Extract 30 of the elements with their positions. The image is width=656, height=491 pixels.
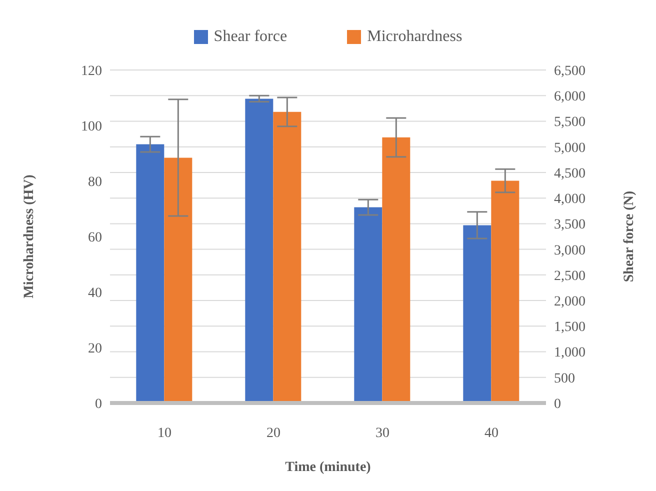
y2-tick-label: 1,000 [554,346,586,361]
y2-tick-label: 5,000 [554,140,586,156]
y2-tick-label: 2,500 [554,268,586,284]
y2-tick-label: 6,500 [554,64,586,79]
y-tick-label: 0 [95,396,102,412]
x-tick-label: 10 [158,426,172,441]
y-tick-label: 120 [81,64,102,79]
legend-label: Shear force [212,28,288,46]
y-tick-label: 60 [88,230,102,246]
y-tick-label: 40 [88,286,102,301]
y-axis-title: Microhardness (HV) [22,174,37,298]
y2-tick-label: 5,500 [554,115,586,130]
y2-tick-label: 3,500 [554,218,586,233]
y2-tick-label: 1,500 [554,320,586,336]
y2-tick-label: 6,000 [554,90,586,105]
y2-tick-label: 0 [554,396,561,412]
y-tick-label: 20 [88,341,102,356]
x-tick-label: 40 [484,426,498,441]
y2-tick-label: 500 [554,371,575,386]
legend-label: Microhardness [366,28,462,46]
y2-tick-label: 2,000 [554,294,586,310]
y-tick-label: 80 [88,174,102,190]
y2-tick-label: 3,000 [554,243,586,258]
y-tick-label: 100 [81,119,102,134]
x-axis-title: Time (minute) [285,460,372,475]
x-tick-label: 30 [376,426,390,441]
y2-tick-label: 4,500 [554,166,586,182]
y2-axis-title: Shear force (N) [622,190,637,282]
y2-tick-label: 4,000 [554,192,586,208]
x-tick-label: 20 [266,426,280,441]
